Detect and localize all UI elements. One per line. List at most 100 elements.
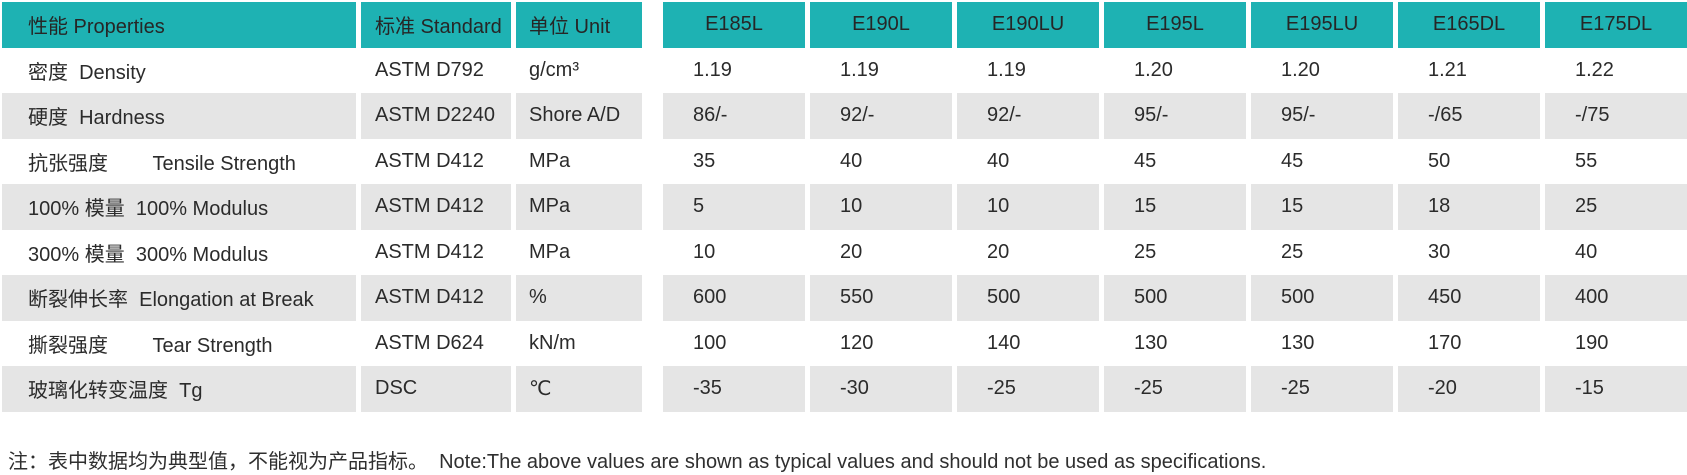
footnote: 注：表中数据均为典型值，不能视为产品指标。 Note:The above val… [8,450,1267,473]
value-cell: 10 [957,184,1099,230]
value-cell: 140 [987,331,1021,354]
value-cell: 25 [1281,240,1304,263]
property-cell: 撕裂强度 Tear Strength [28,334,273,357]
value-cell: 95/- [1104,93,1246,139]
value-cell: 450 [1398,275,1540,321]
header-cell-e195lu: E195LU [1251,2,1393,48]
value-cell: 10 [693,240,716,263]
value-cell: 130 [1134,331,1168,354]
value-cell: -30 [810,366,952,412]
header-cell-e190lu: E190LU [957,2,1099,48]
header-cell-e185l: E185L [663,2,805,48]
header-column-spacer [647,2,658,48]
value-cell: 170 [1428,331,1462,354]
header-cell-e195l: E195L [1104,2,1246,48]
unit-cell: MPa [529,240,571,263]
standard-cell: DSC [361,366,511,412]
header-cell-e175dl: E175DL [1545,2,1687,48]
unit-cell: % [516,275,642,321]
value-cell: 120 [840,331,874,354]
header-cell-properties: 性能 Properties [2,2,356,48]
value-cell: 10 [810,184,952,230]
value-cell: 1.20 [1134,58,1173,81]
value-cell: -25 [1104,366,1246,412]
column-spacer [647,139,658,185]
value-cell: -/75 [1545,93,1687,139]
value-cell: 500 [1104,275,1246,321]
property-cell: 100% 模量 100% Modulus [2,184,356,230]
unit-cell: ℃ [516,366,642,412]
value-cell: 92/- [810,93,952,139]
unit-cell: g/cm³ [529,58,579,81]
column-spacer [647,275,658,321]
value-cell: 1.19 [840,58,879,81]
value-cell: -25 [1251,366,1393,412]
property-cell: 密度 Density [28,61,146,84]
unit-cell: MPa [516,184,642,230]
value-cell: 190 [1575,331,1609,354]
property-cell: 断裂伸长率 Elongation at Break [2,275,356,321]
value-cell: 40 [1575,240,1598,263]
value-cell: 15 [1104,184,1246,230]
unit-cell: kN/m [529,331,576,354]
standard-cell: ASTM D792 [375,58,484,81]
value-cell: 25 [1545,184,1687,230]
value-cell: 55 [1575,149,1598,172]
value-cell: 1.20 [1281,58,1320,81]
property-cell: 300% 模量 300% Modulus [28,243,269,266]
column-spacer [647,48,658,94]
standard-cell: ASTM D412 [361,275,511,321]
value-cell: 1.19 [693,58,732,81]
value-cell: 40 [987,149,1010,172]
value-cell: 1.21 [1428,58,1467,81]
value-cell: 1.19 [987,58,1026,81]
value-cell: -15 [1545,366,1687,412]
value-cell: 400 [1545,275,1687,321]
value-cell: 18 [1398,184,1540,230]
property-cell: 抗张强度 Tensile Strength [28,152,296,175]
value-cell: 600 [663,275,805,321]
column-spacer [647,366,658,412]
unit-cell: Shore A/D [516,93,642,139]
value-cell: -/65 [1398,93,1540,139]
column-spacer [647,321,658,367]
column-spacer [647,93,658,139]
standard-cell: ASTM D624 [375,331,484,354]
column-spacer [647,230,658,276]
value-cell: 50 [1428,149,1451,172]
value-cell: 92/- [957,93,1099,139]
value-cell: 100 [693,331,727,354]
standard-cell: ASTM D2240 [361,93,511,139]
standard-cell: ASTM D412 [375,149,484,172]
value-cell: 30 [1428,240,1451,263]
value-cell: 35 [693,149,716,172]
value-cell: 40 [840,149,863,172]
value-cell: 550 [810,275,952,321]
unit-cell: MPa [529,149,571,172]
value-cell: 20 [840,240,863,263]
column-spacer [647,184,658,230]
standard-cell: ASTM D412 [361,184,511,230]
value-cell: 86/- [663,93,805,139]
value-cell: 45 [1134,149,1157,172]
value-cell: 500 [957,275,1099,321]
property-cell: 玻璃化转变温度 Tg [2,366,356,412]
value-cell: 500 [1251,275,1393,321]
property-cell: 硬度 Hardness [2,93,356,139]
value-cell: 1.22 [1575,58,1614,81]
value-cell: 95/- [1251,93,1393,139]
value-cell: -35 [663,366,805,412]
value-cell: 15 [1251,184,1393,230]
value-cell: 5 [663,184,805,230]
value-cell: 45 [1281,149,1304,172]
value-cell: 130 [1281,331,1315,354]
header-cell-e190l: E190L [810,2,952,48]
header-cell-e165dl: E165DL [1398,2,1540,48]
value-cell: -20 [1398,366,1540,412]
value-cell: 25 [1134,240,1157,263]
properties-table: 性能 Properties 标准 Standard 单位 Unit E185L E190… [2,2,1687,412]
header-cell-standard: 标准 Standard [361,2,511,48]
value-cell: 20 [987,240,1010,263]
header-cell-unit: 单位 Unit [516,2,642,48]
